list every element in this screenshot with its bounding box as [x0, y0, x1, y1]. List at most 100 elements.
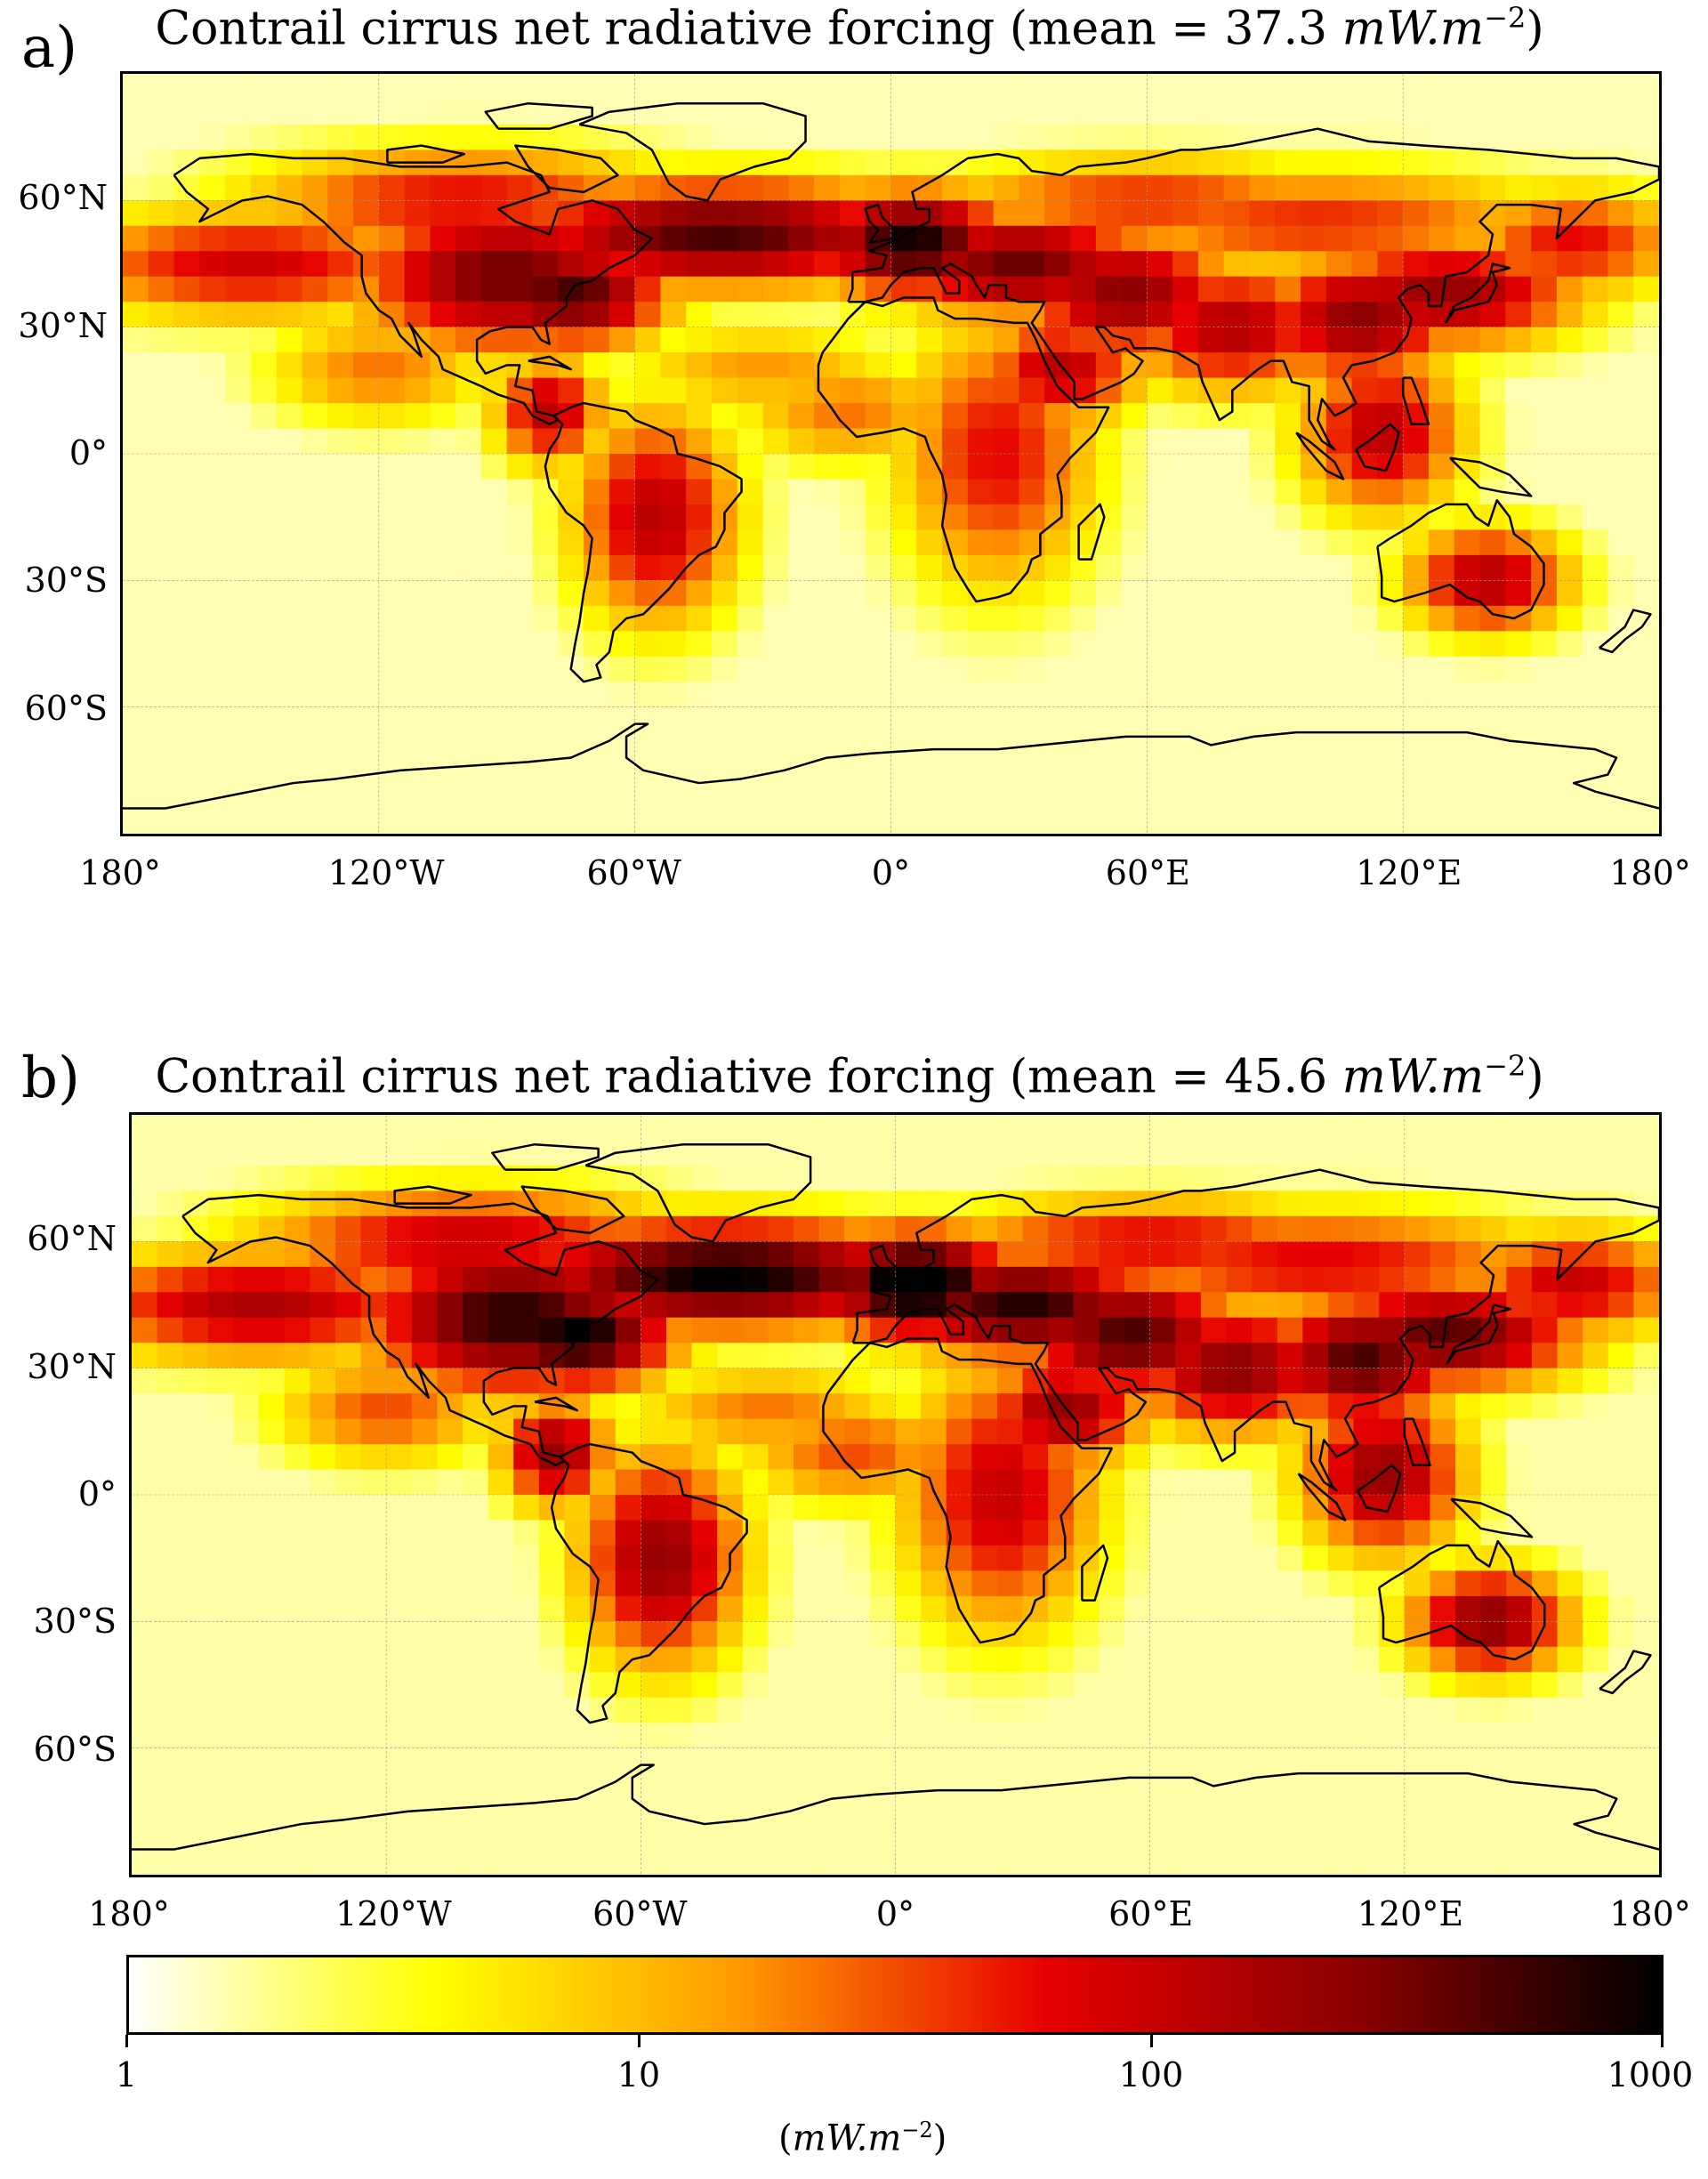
heat-cell [814, 479, 841, 505]
heat-cell [921, 1672, 947, 1699]
heat-cell [480, 454, 508, 480]
heat-cell [1069, 352, 1097, 379]
heat-cell [1121, 302, 1148, 328]
heat-cell [250, 580, 278, 607]
heat-cell [1633, 1621, 1659, 1648]
lat-tick-label: 30°S [24, 561, 108, 601]
heat-cell [1277, 1570, 1303, 1597]
heat-cell [207, 1469, 234, 1496]
heat-cell [1048, 1672, 1075, 1699]
heat-cell [1301, 74, 1327, 100]
heat-cell [1226, 1798, 1253, 1825]
heat-cell [284, 1672, 310, 1699]
heat-cell [865, 124, 891, 150]
heat-cell [1479, 74, 1506, 100]
heat-cell [814, 99, 841, 125]
heat-cell [1048, 1570, 1075, 1597]
heat-cell [1351, 580, 1378, 607]
heat-cell [1149, 1469, 1176, 1496]
heat-cell [250, 706, 278, 733]
heat-cell [1428, 479, 1455, 505]
heat-cell [259, 1115, 286, 1141]
heat-cell [1428, 732, 1455, 759]
heat-cell [712, 631, 738, 658]
heat-cell [284, 1773, 310, 1800]
heat-cell [480, 554, 508, 581]
heat-cell [768, 1545, 794, 1571]
heat-cell [225, 200, 252, 227]
heat-cell [742, 1368, 769, 1394]
heat-cell [199, 403, 226, 430]
heat-cell [1249, 656, 1276, 682]
heat-cell [1252, 1317, 1278, 1344]
heat-cell [1353, 1723, 1380, 1749]
heat-cell [640, 1595, 667, 1622]
heat-cell [1403, 99, 1430, 125]
heat-cell [1069, 783, 1097, 810]
heat-cell [506, 479, 534, 505]
heat-cell [233, 1773, 260, 1800]
heat-cell [1404, 1495, 1430, 1521]
heat-cell [691, 1520, 718, 1546]
heat-cell [818, 1215, 845, 1242]
heat-cell [921, 1747, 947, 1774]
heat-cell [942, 580, 969, 607]
heat-cell [1377, 225, 1404, 252]
heat-cell [1121, 479, 1148, 505]
heat-cell [942, 225, 969, 252]
heat-cell [1301, 352, 1327, 379]
heat-cell [869, 1495, 896, 1521]
heat-cell [1302, 1646, 1329, 1673]
heat-cell [865, 631, 891, 658]
heat-cell [1302, 1317, 1329, 1344]
heat-cell [327, 706, 354, 733]
heat-cell [1403, 479, 1430, 505]
heat-cell [608, 174, 636, 201]
heat-cell [1582, 225, 1608, 252]
heat-cell [558, 99, 584, 125]
heat-cell [259, 1444, 286, 1471]
heat-cell [839, 74, 866, 100]
heat-cell [1099, 1292, 1125, 1319]
heat-cell [1172, 99, 1199, 125]
heat-cell [1505, 682, 1532, 708]
heat-cell [1531, 1495, 1559, 1521]
heat-cell [173, 251, 200, 278]
heat-cell [788, 554, 815, 581]
heat-cell [839, 504, 866, 530]
heat-cell [712, 251, 738, 278]
heat-cell [921, 1368, 947, 1394]
heat-cell [1633, 428, 1659, 455]
heat-cell [1506, 1570, 1533, 1597]
heat-cell [660, 74, 687, 100]
heat-cell [584, 783, 610, 810]
heat-cell [921, 1723, 947, 1749]
heat-cell [173, 403, 200, 430]
lon-tick-label: 0° [871, 853, 911, 892]
heat-cell [1353, 1140, 1380, 1166]
heat-cell [506, 504, 534, 530]
coastline-new-guinea [1451, 1499, 1532, 1537]
heat-cell [1022, 1241, 1049, 1268]
heat-cell [1351, 554, 1378, 581]
heat-cell [310, 1495, 336, 1521]
heat-cell [1301, 757, 1327, 784]
heat-cell [1327, 1798, 1355, 1825]
coastline-antarctica [132, 1765, 1659, 1850]
heat-cell [590, 1621, 616, 1648]
heat-cell [1302, 1723, 1329, 1749]
heat-cell [1455, 1393, 1482, 1420]
heat-cell [865, 554, 891, 581]
heat-cell [869, 1798, 896, 1825]
heat-cell [869, 1520, 896, 1546]
heat-cell [1175, 1292, 1202, 1319]
colorbar-tick-label: 100 [1118, 2055, 1184, 2094]
heat-cell [310, 1266, 336, 1293]
heat-cell [334, 1747, 362, 1774]
heat-cell [1172, 682, 1199, 708]
heat-cell [1505, 377, 1532, 404]
heat-cell [1583, 1444, 1609, 1471]
heat-cell [1124, 1418, 1151, 1445]
heat-cell [123, 656, 149, 682]
heat-cell [1404, 1292, 1430, 1319]
